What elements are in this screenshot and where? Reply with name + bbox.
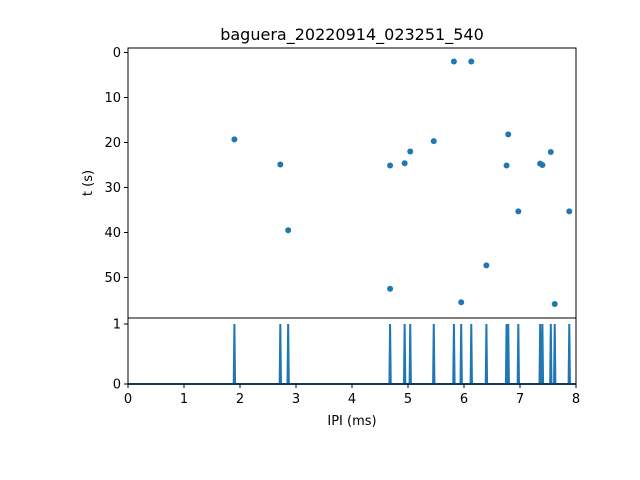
scatter-point <box>277 161 284 168</box>
scatter-point <box>515 208 522 215</box>
scatter-point <box>458 299 465 306</box>
scatter-point <box>468 58 475 65</box>
histogram-y-ticks: 01 <box>113 318 128 393</box>
scatter-point <box>503 162 510 169</box>
histogram-x-tick-label: 2 <box>236 392 244 407</box>
histogram-x-tick-label: 6 <box>460 392 468 407</box>
scatter-panel: 0 10 20 30 40 50 t (s) <box>81 46 577 319</box>
histogram-series-line <box>128 323 576 385</box>
scatter-point <box>401 160 408 167</box>
scatter-point <box>407 148 414 155</box>
histogram-y-tick-label: 1 <box>113 318 121 333</box>
histogram-x-tick-label: 4 <box>348 392 356 407</box>
scatter-point <box>547 148 554 155</box>
scatter-point <box>285 227 292 234</box>
scatter-plot-frame <box>127 47 577 319</box>
scatter-y-axis-label: t (s) <box>81 170 96 196</box>
histogram-x-tick-label: 8 <box>572 392 580 407</box>
histogram-x-tick-label: 5 <box>404 392 412 407</box>
histogram-y-tick-label: 0 <box>113 378 121 393</box>
histogram-x-tick-label: 3 <box>292 392 300 407</box>
histogram-x-ticks: 0 1 2 3 4 5 6 7 8 <box>124 384 580 407</box>
scatter-point <box>387 162 394 169</box>
scatter-point <box>430 138 437 145</box>
scatter-point <box>551 301 558 308</box>
histogram-x-tick-label: 1 <box>180 392 188 407</box>
scatter-point <box>539 162 546 168</box>
scatter-point <box>387 285 394 292</box>
scatter-point <box>505 131 512 138</box>
chart-title: baguera_20220914_023251_540 <box>220 25 484 45</box>
scatter-y-tick-label: 50 <box>104 271 121 286</box>
scatter-points <box>231 58 573 308</box>
histogram-x-axis-label: IPI (ms) <box>327 414 376 429</box>
scatter-y-tick-label: 10 <box>104 91 121 106</box>
histogram-x-tick-label: 7 <box>516 392 524 407</box>
histogram-line <box>128 323 576 385</box>
scatter-point <box>483 262 490 269</box>
scatter-y-tick-label: 40 <box>104 226 121 241</box>
histogram-x-tick-label: 0 <box>124 392 132 407</box>
scatter-point <box>450 58 457 65</box>
scatter-point <box>231 136 238 143</box>
scatter-y-tick-label: 30 <box>104 181 121 196</box>
scatter-y-tick-label: 0 <box>113 46 121 61</box>
scatter-y-tick-label: 20 <box>104 136 121 151</box>
scatter-y-ticks: 0 10 20 30 40 50 <box>104 46 128 286</box>
scatter-point <box>566 208 573 215</box>
